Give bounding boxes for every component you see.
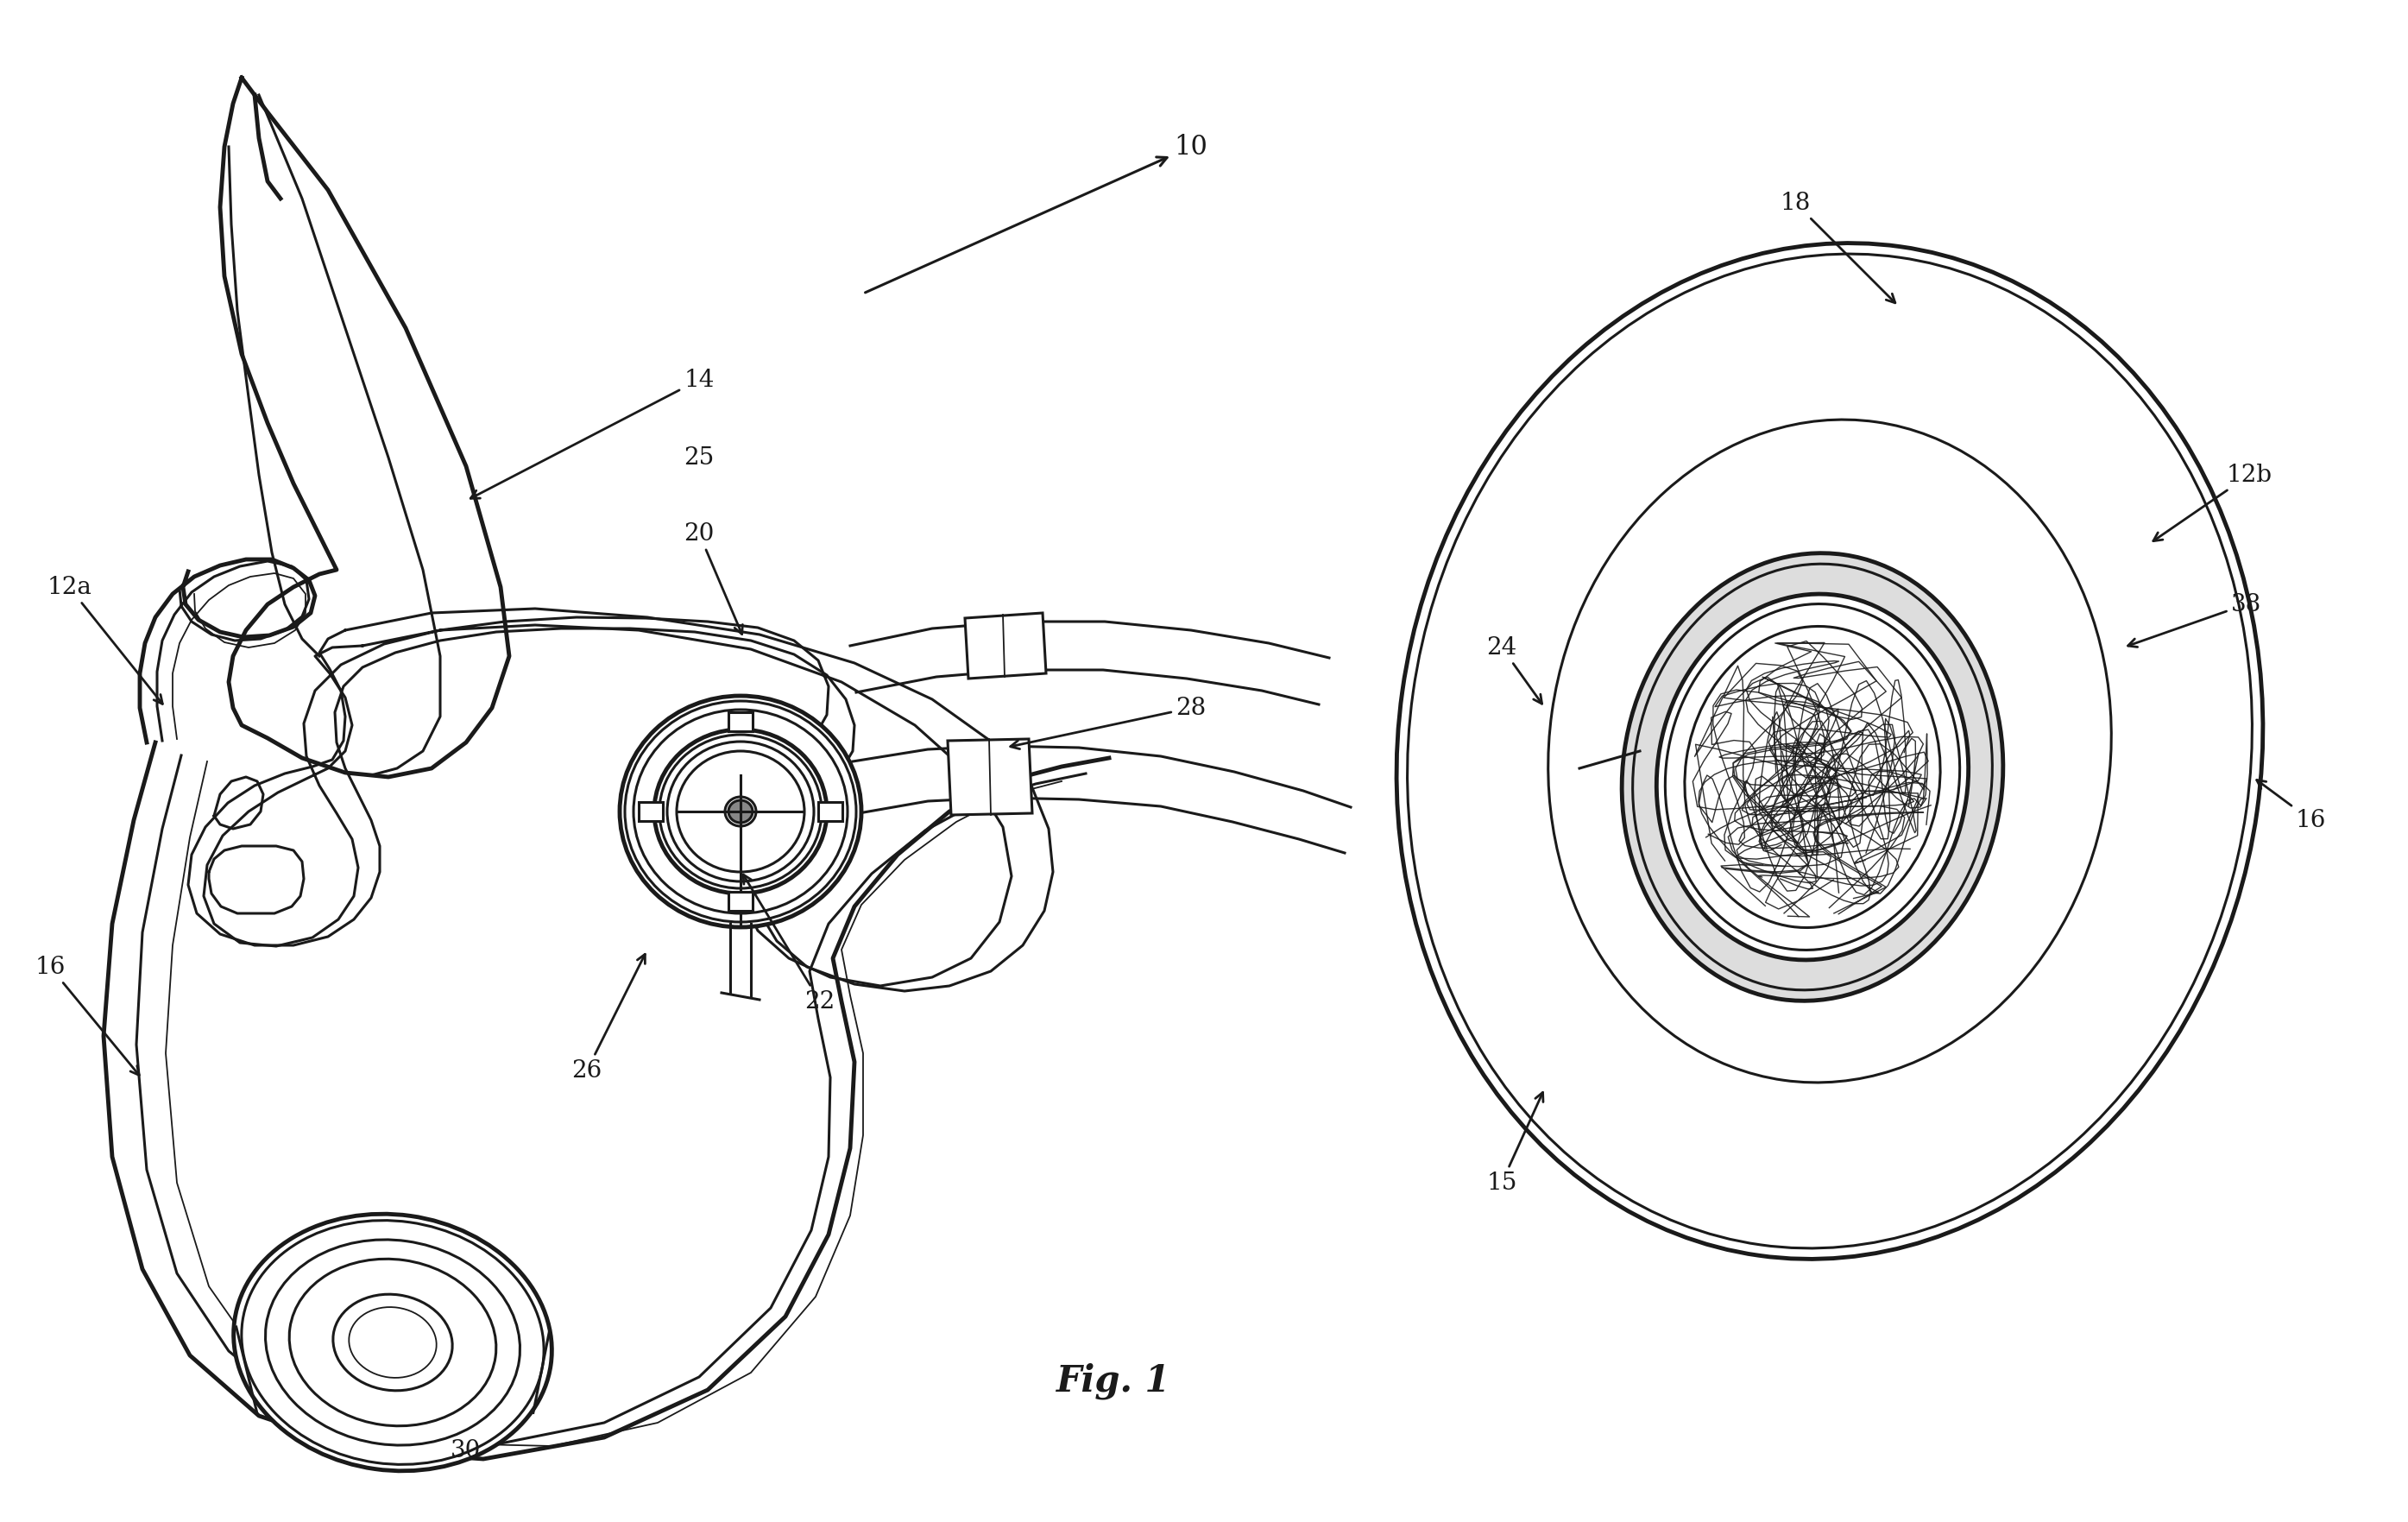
Ellipse shape (332, 1294, 453, 1391)
Text: 22: 22 (744, 875, 836, 1014)
Text: 25: 25 (684, 446, 715, 469)
Ellipse shape (1397, 244, 2264, 1259)
Polygon shape (730, 712, 754, 731)
Text: 15: 15 (1486, 1093, 1544, 1195)
Text: 38: 38 (2129, 592, 2261, 647)
Text: 30: 30 (450, 1438, 482, 1463)
Text: 14: 14 (470, 368, 715, 498)
Ellipse shape (730, 801, 754, 823)
Text: 16: 16 (34, 956, 140, 1075)
Ellipse shape (725, 798, 756, 826)
Text: 20: 20 (684, 522, 742, 635)
Text: Fig. 1: Fig. 1 (1057, 1362, 1170, 1400)
Ellipse shape (667, 741, 814, 881)
Ellipse shape (1623, 552, 2003, 1001)
Text: 18: 18 (1780, 192, 1895, 303)
Polygon shape (966, 613, 1045, 679)
Text: 26: 26 (571, 954, 645, 1082)
Polygon shape (730, 892, 754, 910)
Polygon shape (638, 802, 662, 820)
Ellipse shape (1657, 594, 1967, 960)
Ellipse shape (1686, 627, 1941, 927)
Polygon shape (819, 802, 843, 820)
Ellipse shape (677, 750, 804, 872)
Ellipse shape (655, 729, 826, 893)
Ellipse shape (265, 1239, 520, 1446)
Text: 10: 10 (864, 134, 1209, 292)
Text: 28: 28 (1011, 696, 1206, 749)
Text: 24: 24 (1486, 636, 1541, 703)
Polygon shape (949, 740, 1033, 814)
Text: 16: 16 (2256, 779, 2326, 833)
Ellipse shape (234, 1215, 551, 1470)
Text: 12a: 12a (46, 575, 161, 705)
Ellipse shape (633, 709, 848, 913)
Ellipse shape (619, 696, 862, 927)
Text: 12b: 12b (2153, 463, 2273, 540)
Ellipse shape (1548, 420, 2112, 1082)
